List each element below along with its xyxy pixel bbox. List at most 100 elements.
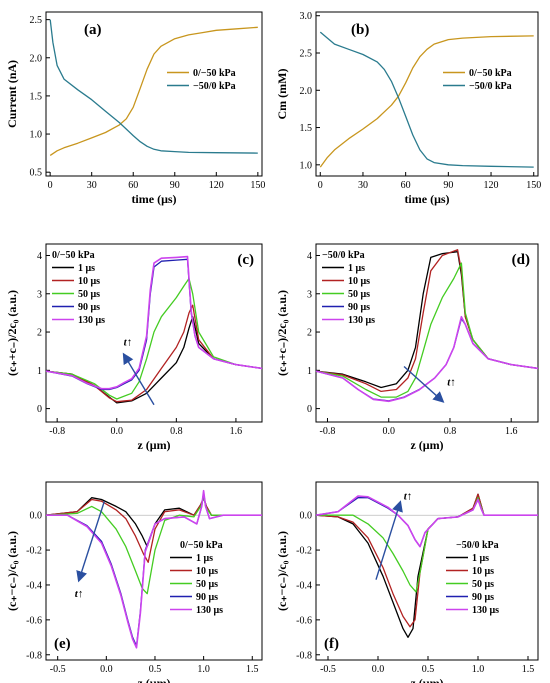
x-tick-label: 0.0	[111, 426, 124, 437]
y-tick-label: 3	[37, 289, 42, 300]
x-axis-label: z (μm)	[137, 676, 170, 683]
series-line-5	[315, 315, 539, 403]
y-tick-label: 0.0	[30, 511, 43, 522]
legend-entry: 1 μs	[196, 553, 213, 564]
x-tick-label: 60	[128, 180, 138, 191]
plot-frame	[315, 243, 539, 423]
legend-entry: 90 μs	[78, 302, 100, 313]
panel-tag: (f)	[324, 636, 339, 652]
y-tick-label: 2.5	[300, 49, 313, 60]
y-tick-label: 2.5	[30, 15, 43, 26]
panel-tag: (b)	[351, 22, 369, 38]
legend-entry: 0/−50 kPa	[469, 68, 512, 79]
legend: −50/0 kPa 1 μs 10 μs 50 μs 90 μs 130 μs	[446, 540, 499, 616]
x-tick-label: -0.5	[50, 664, 66, 675]
panel-tag: (d)	[512, 252, 530, 268]
y-axis-label: (c₊−c₋)/c₀ (a.u.)	[275, 531, 289, 611]
series-line-1	[49, 26, 258, 156]
x-tick-label: -0.8	[320, 426, 336, 437]
legend: 0/−50 kPa −50/0 kPa	[443, 68, 512, 92]
x-tick-label: 1.6	[230, 426, 243, 437]
legend-entry: 130 μs	[348, 315, 375, 326]
panel-d: -0.8 0.0 0.8 1.6 0 1 2 3 4 z (μm) (c₊+c₋)/2c₀ (a.u…	[275, 243, 539, 452]
x-tick-label: 30	[87, 180, 97, 191]
legend-entry: 1 μs	[472, 553, 489, 564]
panel-tag: (c)	[237, 252, 254, 268]
legend-entry: 130 μs	[78, 315, 105, 326]
series-line-3	[315, 262, 539, 398]
x-tick-label: -0.8	[49, 426, 65, 437]
y-tick-label: 3.0	[300, 11, 313, 22]
legend-entry: 90 μs	[348, 302, 370, 313]
y-tick-label: 4	[37, 251, 42, 262]
legend-title: 0/−50 kPa	[52, 250, 95, 261]
x-tick-label: 90	[170, 180, 180, 191]
x-tick-label: -0.5	[320, 664, 336, 675]
series-line-2	[319, 31, 534, 168]
legend-entry: 130 μs	[472, 605, 499, 616]
plot-frame	[45, 11, 263, 177]
y-tick-label: 3	[307, 289, 312, 300]
x-tick-label: 30	[358, 180, 368, 191]
legend-entry: 10 μs	[78, 276, 100, 287]
legend-entry: 0/−50 kPa	[193, 68, 236, 79]
y-axis-label: (c₊−c₋)/c₀ (a.u.)	[5, 531, 19, 611]
x-tick-label: 150	[250, 180, 265, 191]
legend: 0/−50 kPa −50/0 kPa	[167, 68, 236, 92]
series-line-5	[46, 489, 262, 649]
y-tick-label: 2.0	[30, 53, 43, 64]
y-axis-label: Current (nA)	[5, 60, 19, 128]
y-axis-label: Cm (mM)	[275, 69, 289, 120]
series-line-2	[49, 19, 258, 154]
x-tick-label: 120	[484, 180, 499, 191]
time-arrow-label: t↑	[447, 377, 456, 389]
plot-frame	[315, 481, 539, 661]
panel-a: 0 30 60 90 120 150 0.5 1.0 1.5 2.0 2.5 time (μs) Cur…	[5, 11, 265, 206]
legend-entry: 10 μs	[196, 566, 218, 577]
panel-e: -0.5 0.0 0.5 1.0 1.5 0.0 -0.2 -0.4 -0.6 -0.8 z (μm…	[5, 481, 263, 683]
series-line-3	[316, 497, 538, 593]
y-tick-label: 0	[307, 404, 312, 415]
x-tick-label: 60	[401, 180, 411, 191]
legend-entry: 10 μs	[472, 566, 494, 577]
plot-frame	[45, 481, 263, 661]
y-tick-label: -0.6	[26, 615, 42, 626]
series-line-3	[45, 277, 263, 400]
plot-frame	[315, 11, 539, 177]
series-line-1	[319, 35, 534, 168]
x-axis-label: time (μs)	[131, 192, 176, 206]
x-tick-label: 1.0	[197, 664, 210, 675]
legend-entry: 90 μs	[472, 592, 494, 603]
legend: 0/−50 kPa 1 μs 10 μs 50 μs 90 μs 130 μs	[52, 250, 105, 326]
y-tick-label: 1.5	[300, 123, 313, 134]
y-tick-label: 1	[307, 366, 312, 377]
y-tick-label: -0.6	[296, 615, 312, 626]
y-tick-label: -0.4	[26, 580, 42, 591]
y-tick-label: 0	[37, 404, 42, 415]
legend-entry: 50 μs	[348, 289, 370, 300]
series-line-5	[315, 495, 538, 548]
y-tick-label: -0.2	[296, 546, 312, 557]
legend-entry: 1 μs	[78, 263, 95, 274]
legend-entry: 50 μs	[196, 579, 218, 590]
y-tick-label: 2.0	[300, 86, 313, 97]
time-arrow-label: t↑	[404, 490, 413, 502]
legend-entry: 90 μs	[196, 592, 218, 603]
x-tick-label: 0.8	[444, 426, 457, 437]
panel-tag: (e)	[54, 636, 71, 652]
x-tick-label: 0.0	[372, 664, 385, 675]
legend-entry: −50/0 kPa	[193, 81, 236, 92]
y-tick-label: 2	[307, 328, 312, 339]
time-arrow	[76, 500, 106, 583]
x-tick-label: 0.0	[100, 664, 113, 675]
y-tick-label: 1.0	[30, 130, 43, 141]
time-arrow	[122, 352, 155, 406]
x-tick-label: 0.0	[382, 426, 395, 437]
time-arrow-label: t↑	[124, 336, 133, 348]
series-line-1	[45, 316, 263, 404]
panel-b: 0 30 60 90 120 150 1.0 1.5 2.0 2.5 3.0 time (μs) Cm …	[275, 11, 541, 206]
legend-entry: 50 μs	[78, 289, 100, 300]
x-axis-label: z (μm)	[410, 438, 443, 452]
series-line-2	[315, 493, 538, 628]
